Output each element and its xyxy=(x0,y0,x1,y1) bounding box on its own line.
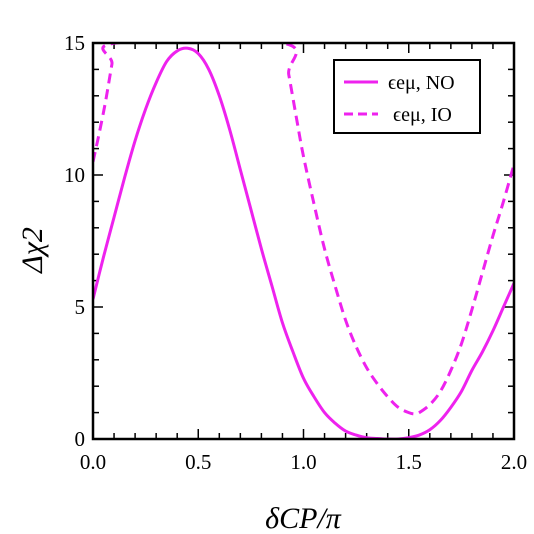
x-tick-label: 0.5 xyxy=(185,450,211,474)
y-tick-label: 0 xyxy=(75,427,86,451)
x-tick-label: 0.0 xyxy=(80,450,106,474)
series-line-io xyxy=(93,43,514,416)
series-line-no xyxy=(93,46,514,439)
y-tick-label: 15 xyxy=(64,31,85,55)
y-tick-label: 10 xyxy=(64,163,85,187)
series-layer xyxy=(93,43,514,439)
legend-label-io: ϵeμ, IO xyxy=(393,104,452,126)
plot-frame xyxy=(91,41,516,441)
legend-box xyxy=(333,59,481,134)
tick-labels: 0.0 0.5 1.0 1.5 2.0 0 5 10 15 xyxy=(64,31,527,474)
y-axis-label: Δχ2 xyxy=(16,227,49,274)
y-tick-label: 5 xyxy=(75,295,86,319)
legend-label-no: ϵeμ, NO xyxy=(388,72,455,94)
x-tick-label: 1.0 xyxy=(290,450,316,474)
legend: ϵeμ, NO ϵeμ, IO xyxy=(333,59,481,134)
x-tick-label: 1.5 xyxy=(396,450,422,474)
x-tick-label: 2.0 xyxy=(501,450,527,474)
x-axis-label: δCP/π xyxy=(265,502,342,534)
